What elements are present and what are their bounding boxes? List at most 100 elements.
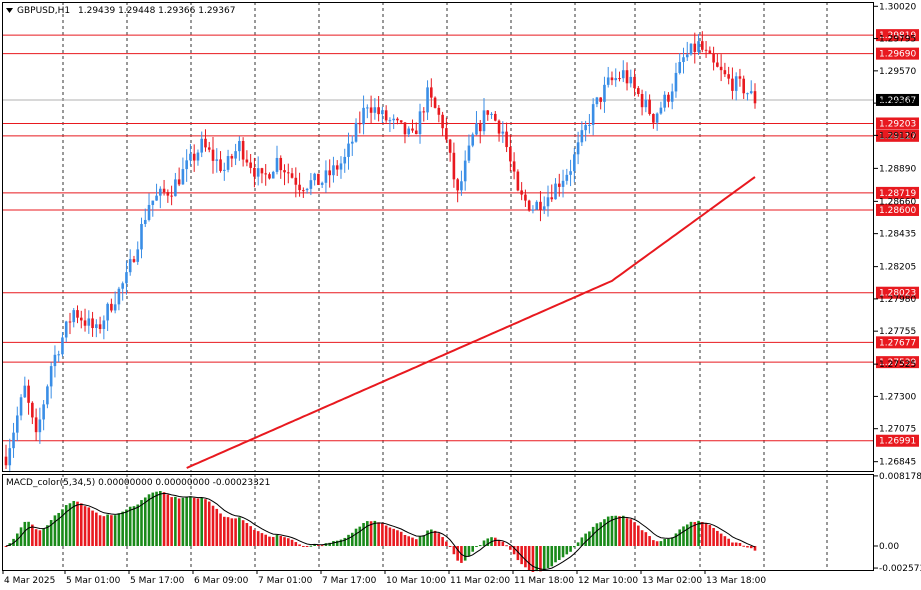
candle	[332, 156, 335, 183]
candle	[516, 169, 520, 192]
candle	[463, 150, 467, 191]
candle	[674, 62, 678, 98]
price-tick-label: 1.27980	[879, 295, 916, 305]
macd-bar	[633, 522, 636, 546]
level-label: 1.29203	[879, 119, 916, 129]
macd-bar	[204, 499, 207, 546]
macd-bar	[121, 511, 124, 546]
candle	[264, 164, 268, 186]
macd-tick-label: 0.0081784	[879, 472, 921, 482]
macd-bar	[136, 504, 140, 546]
candle	[204, 129, 207, 152]
macd-bar	[727, 538, 730, 546]
dropdown-triangle-icon[interactable]	[6, 8, 13, 13]
macd-bar	[132, 506, 136, 546]
macd-bar	[697, 520, 700, 546]
macd-bar	[689, 521, 693, 546]
macd-bar	[463, 546, 467, 561]
time-tick-label: 11 Mar 02:00	[450, 576, 510, 586]
macd-bar	[113, 515, 117, 546]
macd-bar	[253, 529, 256, 546]
candle	[268, 172, 271, 180]
candle	[358, 111, 362, 134]
macd-bar	[625, 518, 629, 546]
time-tick-label: 12 Mar 10:00	[578, 576, 638, 586]
macd-bar	[151, 492, 155, 546]
candle	[535, 200, 538, 211]
candle	[452, 142, 456, 188]
macd-bar	[414, 539, 418, 546]
macd-bar	[189, 496, 192, 546]
price-tick-label: 1.29120	[879, 131, 916, 141]
level-tag	[876, 336, 919, 349]
macd-bar	[441, 537, 444, 546]
macd-bar	[53, 515, 57, 546]
candle	[482, 98, 486, 135]
candle	[704, 40, 708, 58]
macd-bar	[731, 542, 734, 546]
candle	[271, 170, 275, 179]
macd-bar	[637, 525, 640, 546]
price-tick-label: 1.30020	[879, 2, 916, 12]
candle	[475, 111, 478, 136]
current-price-tag	[876, 93, 919, 106]
candle	[652, 113, 655, 129]
candle	[512, 152, 516, 180]
macd-bar	[219, 513, 222, 546]
candle	[46, 384, 49, 409]
macd-bar	[580, 537, 584, 546]
macd-bar	[411, 537, 414, 546]
macd-bar	[260, 533, 264, 546]
macd-bar	[317, 544, 320, 546]
macd-bar	[290, 539, 294, 546]
macd-bar	[181, 497, 185, 546]
macd-bar	[140, 500, 143, 546]
candle	[727, 66, 730, 85]
candle	[245, 150, 249, 167]
macd-bar	[618, 516, 621, 546]
macd-bar	[211, 505, 215, 546]
macd-bar	[667, 538, 670, 546]
macd-bar	[192, 497, 196, 546]
chart-header: GBPUSD,H1 1.29439 1.29448 1.29366 1.2936…	[6, 6, 235, 16]
macd-bar	[275, 534, 279, 546]
candle	[445, 117, 448, 143]
macd-bar	[659, 541, 663, 546]
candle	[576, 131, 580, 165]
price-tick-label: 1.29570	[879, 67, 916, 77]
macd-bar	[478, 545, 482, 547]
macd-bar	[527, 546, 531, 571]
macd-bar	[339, 539, 343, 546]
macd-bar	[433, 530, 437, 546]
candle	[685, 41, 689, 61]
candle	[241, 137, 245, 167]
macd-bar	[524, 546, 527, 568]
macd-bar	[693, 522, 697, 546]
candle	[305, 187, 309, 194]
candle	[215, 148, 219, 173]
macd-bar	[629, 519, 633, 546]
moving-average	[186, 176, 756, 469]
candle	[648, 94, 651, 116]
macd-bar	[539, 546, 542, 572]
candle	[712, 46, 715, 71]
candle	[249, 153, 252, 174]
candle	[433, 96, 437, 109]
candle	[505, 122, 508, 153]
price-tick-label: 1.27755	[879, 327, 916, 337]
macd-bar	[603, 519, 606, 546]
candle	[339, 156, 343, 179]
candle	[211, 136, 215, 174]
candle	[147, 193, 151, 222]
time-tick-label: 10 Mar 10:00	[386, 576, 446, 586]
chart-frame	[2, 2, 874, 571]
candle	[373, 98, 377, 120]
macd-bar	[230, 518, 234, 546]
candle	[497, 119, 501, 142]
macd-bar	[475, 546, 478, 547]
macd-bar	[426, 530, 429, 546]
macd-bar	[166, 494, 170, 546]
candle	[155, 183, 158, 201]
macd-signal-line	[5, 492, 756, 571]
candle	[83, 308, 87, 332]
